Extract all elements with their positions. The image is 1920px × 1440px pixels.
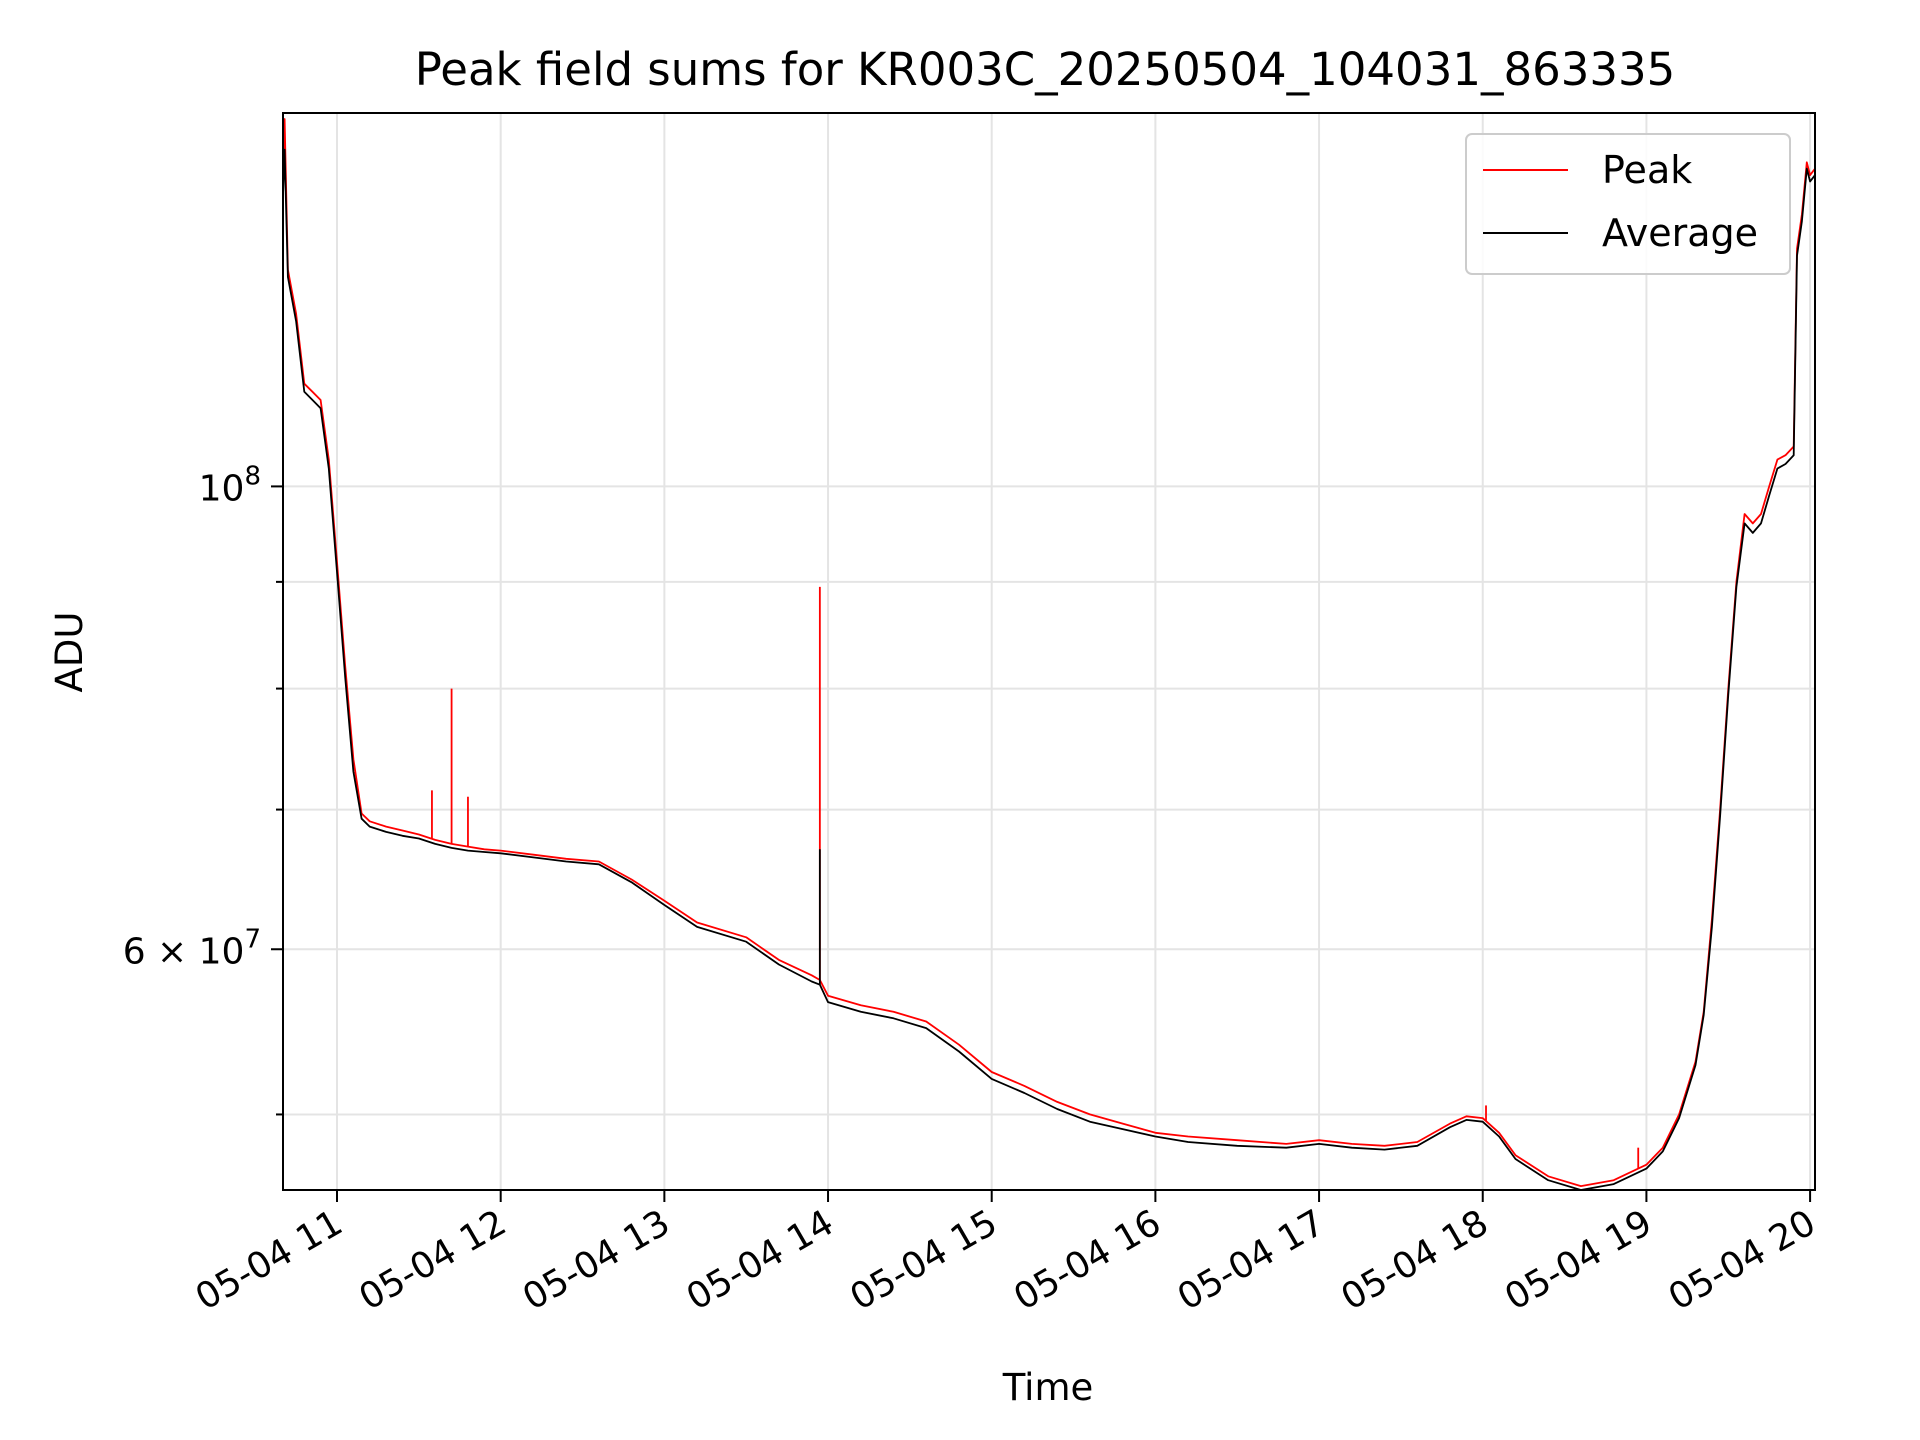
x-axis: 05-04 11 05-04 12 05-04 13 05-04 14 05-04 15… <box>189 1190 1823 1319</box>
series-layer <box>283 118 1815 1190</box>
x-tick-label: 05-04 14 <box>680 1202 841 1318</box>
legend: Peak Average <box>1465 133 1791 275</box>
series-group <box>283 118 1815 1190</box>
x-tick-label: 05-04 13 <box>516 1202 677 1318</box>
series-line-average <box>283 148 1815 1190</box>
y-tick-label: 6 × 107 <box>123 924 261 972</box>
y-axis: 108 6 × 107 <box>123 461 283 1116</box>
legend-label-average: Average <box>1602 211 1758 255</box>
x-tick-label: 05-04 15 <box>844 1202 1005 1318</box>
y-axis-label: ADU <box>48 612 91 693</box>
series-line-peak <box>283 118 1815 1187</box>
x-tick-label: 05-04 17 <box>1171 1202 1332 1318</box>
grid <box>283 113 1815 1190</box>
x-tick-label: 05-04 19 <box>1498 1202 1659 1318</box>
plot-frame <box>282 112 1816 1191</box>
x-tick-label: 05-04 20 <box>1662 1202 1823 1318</box>
x-tick-label: 05-04 11 <box>189 1202 350 1318</box>
x-tick-label: 05-04 16 <box>1007 1202 1168 1318</box>
x-tick-label: 05-04 18 <box>1335 1202 1496 1318</box>
legend-label-peak: Peak <box>1602 148 1692 192</box>
chart-title: Peak field sums for KR003C_20250504_1040… <box>415 43 1675 96</box>
x-axis-label: Time <box>1002 1366 1094 1409</box>
x-tick-label: 05-04 12 <box>353 1202 514 1318</box>
y-tick-label: 108 <box>199 461 261 509</box>
